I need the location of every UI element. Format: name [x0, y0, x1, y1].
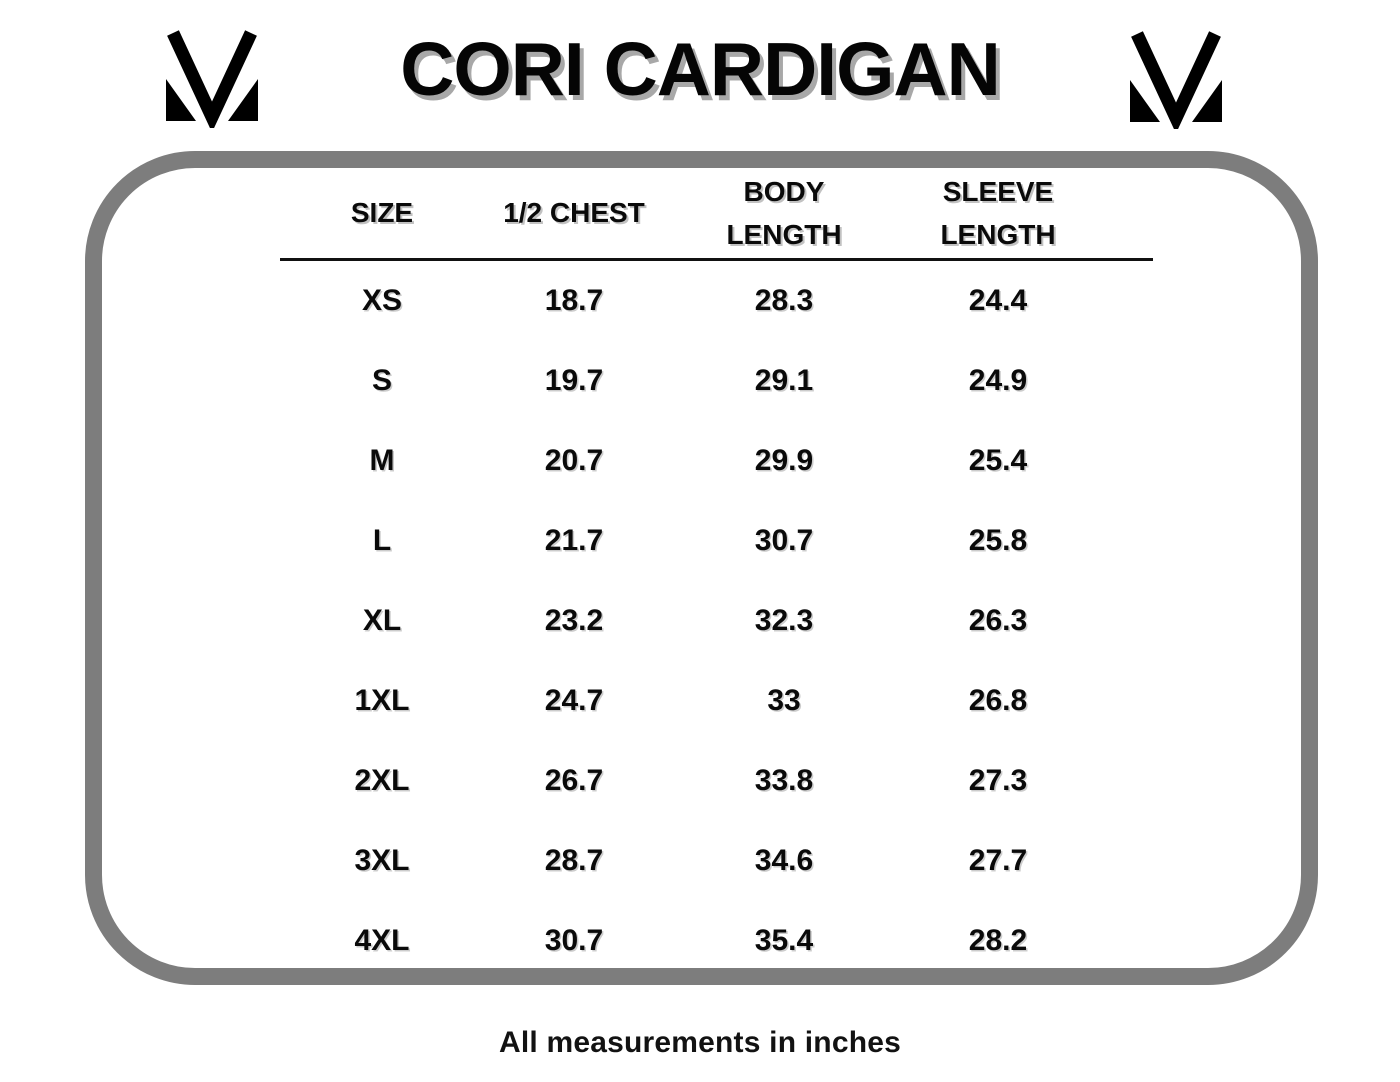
- cell-sleeve-length: 24.4: [968, 284, 1028, 317]
- cell-half-chest: 19.7: [544, 364, 604, 397]
- cell-size: L: [372, 524, 392, 557]
- cell-half-chest: 20.7: [544, 444, 604, 477]
- cell-body-length: 33: [767, 684, 801, 717]
- cell-half-chest: 28.7: [544, 844, 604, 877]
- table-body: XS 18.7 28.3 24.4 S 19.7 29.1 24.9 M 20.…: [280, 261, 1153, 981]
- cell-sleeve-length: 25.8: [968, 524, 1028, 557]
- cell-sleeve-length: 28.2: [968, 924, 1028, 957]
- cell-body-length: 35.4: [754, 924, 814, 957]
- cell-sleeve-length: 26.8: [968, 684, 1028, 717]
- table-row: XL 23.2 32.3 26.3: [280, 581, 1153, 661]
- cell-half-chest: 30.7: [544, 924, 604, 957]
- table-row: M 20.7 29.9 25.4: [280, 421, 1153, 501]
- cell-body-length: 29.1: [754, 364, 814, 397]
- cell-sleeve-length: 27.7: [968, 844, 1028, 877]
- cell-size: 3XL: [354, 844, 410, 877]
- cell-sleeve-length: 26.3: [968, 604, 1028, 637]
- m-monogram-icon: [166, 30, 258, 133]
- size-chart-panel: [85, 151, 1318, 985]
- cell-size: XL: [362, 604, 402, 637]
- header-cell-half-chest: 1/2 CHEST: [503, 197, 645, 229]
- cell-body-length: 29.9: [754, 444, 814, 477]
- table-row: XS 18.7 28.3 24.4: [280, 261, 1153, 341]
- table-row: 2XL 26.7 33.8 27.3: [280, 741, 1153, 821]
- table-row: 1XL 24.7 33 26.8: [280, 661, 1153, 741]
- cell-size: 4XL: [354, 924, 410, 957]
- cell-body-length: 30.7: [754, 524, 814, 557]
- header-cell-body-length: BODY LENGTH: [726, 175, 842, 250]
- cell-body-length: 32.3: [754, 604, 814, 637]
- cell-half-chest: 24.7: [544, 684, 604, 717]
- cell-body-length: 33.8: [754, 764, 814, 797]
- cell-half-chest: 23.2: [544, 604, 604, 637]
- table-header-row: SIZE 1/2 CHEST BODY LENGTH SLEEVE LENGTH: [280, 168, 1153, 258]
- table-row: 3XL 28.7 34.6 27.7: [280, 821, 1153, 901]
- brand-logo-left: [162, 26, 262, 133]
- measurement-note: All measurements in inches: [498, 1026, 901, 1059]
- cell-body-length: 34.6: [754, 844, 814, 877]
- cell-size: S: [371, 364, 392, 397]
- cell-sleeve-length: 25.4: [968, 444, 1028, 477]
- brand-logo-right: [1126, 27, 1226, 134]
- header-cell-sleeve-length: SLEEVE LENGTH: [940, 175, 1056, 250]
- table-row: L 21.7 30.7 25.8: [280, 501, 1153, 581]
- size-table: SIZE 1/2 CHEST BODY LENGTH SLEEVE LENGTH…: [280, 168, 1153, 981]
- header-cell-size: SIZE: [350, 197, 414, 229]
- cell-size: M: [369, 444, 395, 477]
- table-row: 4XL 30.7 35.4 28.2: [280, 901, 1153, 981]
- cell-size: XS: [361, 284, 403, 317]
- cell-half-chest: 26.7: [544, 764, 604, 797]
- cell-sleeve-length: 24.9: [968, 364, 1028, 397]
- page-title: CORI CARDIGAN: [400, 27, 1001, 111]
- table-row: S 19.7 29.1 24.9: [280, 341, 1153, 421]
- cell-size: 2XL: [354, 764, 410, 797]
- cell-body-length: 28.3: [754, 284, 814, 317]
- cell-sleeve-length: 27.3: [968, 764, 1028, 797]
- header-divider: [280, 258, 1153, 261]
- cell-half-chest: 18.7: [544, 284, 604, 317]
- m-monogram-icon: [1130, 31, 1222, 134]
- cell-half-chest: 21.7: [544, 524, 604, 557]
- cell-size: 1XL: [354, 684, 410, 717]
